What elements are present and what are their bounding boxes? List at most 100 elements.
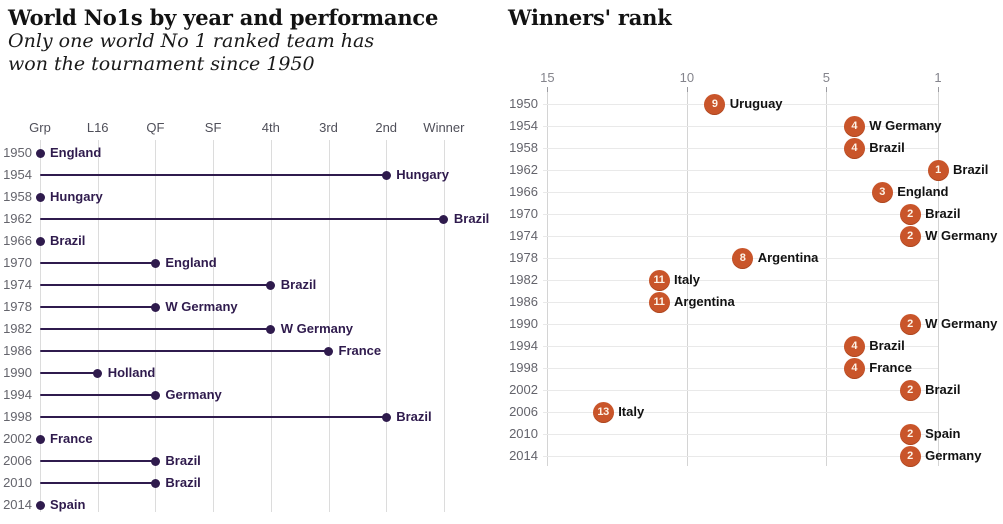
team-label: W Germany — [280, 321, 354, 336]
rank-grid-line-15 — [547, 92, 549, 466]
performance-dot — [381, 412, 391, 422]
rank-dot: 2 — [899, 379, 921, 401]
team-label: England — [165, 255, 217, 270]
axis-tick-label-15: 15 — [540, 70, 555, 85]
performance-dot — [381, 170, 391, 180]
winner-team-label: Argentina — [674, 294, 735, 309]
team-label: Hungary — [396, 167, 449, 182]
rank-dot: 4 — [843, 137, 865, 159]
stage-header-l16: L16 — [86, 120, 109, 135]
winner-team-label: England — [897, 184, 949, 199]
team-label: France — [338, 343, 382, 358]
lollipop-stem — [40, 327, 271, 330]
rank-grid-line-5 — [826, 92, 828, 466]
lollipop-stem — [40, 283, 271, 286]
rank-row-line — [543, 390, 938, 391]
rank-number: 3 — [879, 185, 886, 198]
rank-dot: 13 — [592, 401, 614, 423]
rank-row-line — [543, 280, 938, 281]
rank-dot: 2 — [899, 423, 921, 445]
year-label: 2006 — [3, 453, 32, 468]
rank-number: 4 — [851, 339, 858, 352]
performance-dot — [35, 192, 45, 202]
year-label: 1986 — [3, 343, 32, 358]
performance-dot — [266, 280, 276, 290]
winner-team-label: Brazil — [953, 162, 989, 177]
rank-number: 4 — [851, 361, 858, 374]
lollipop-stem — [40, 217, 444, 220]
winner-team-label: Italy — [674, 272, 701, 287]
year-label: 1990 — [3, 365, 32, 380]
axis-tick-mark — [938, 87, 939, 92]
axis-tick-label-5: 5 — [822, 70, 831, 85]
year-label: 1958 — [3, 189, 32, 204]
winner-team-label: France — [869, 360, 912, 375]
axis-tick-mark — [686, 87, 688, 92]
rank-row-line — [543, 434, 938, 435]
performance-dot — [35, 434, 45, 444]
year-label: 1982 — [3, 321, 32, 336]
performance-dot — [150, 478, 160, 488]
team-label: Hungary — [50, 189, 103, 204]
lollipop-stem — [40, 371, 98, 374]
rank-dot: 2 — [899, 225, 921, 247]
rank-dot: 8 — [732, 247, 754, 269]
lollipop-stem — [40, 393, 156, 396]
year-label: 1950 — [3, 145, 32, 160]
team-label: W Germany — [165, 299, 238, 314]
performance-dot — [324, 346, 333, 356]
lollipop-stem — [40, 459, 156, 462]
year-label: 1990 — [509, 316, 538, 331]
year-label: 1998 — [3, 409, 32, 424]
rank-dot: 2 — [899, 445, 921, 467]
lollipop-stem — [40, 305, 156, 308]
year-label: 1978 — [3, 299, 32, 314]
winner-team-label: W Germany — [869, 118, 942, 133]
right-chart-title: Winners' rank — [508, 5, 672, 30]
year-label: 1970 — [3, 255, 32, 270]
grid-line-winner — [443, 140, 445, 512]
rank-row-line — [543, 214, 938, 215]
grid-line-3rd — [328, 140, 330, 512]
team-label: France — [50, 431, 93, 446]
performance-dot — [35, 500, 45, 510]
rank-number: 11 — [653, 295, 665, 308]
stage-header-qf: QF — [146, 120, 165, 135]
rank-number: 2 — [907, 427, 913, 440]
rank-number: 9 — [711, 97, 718, 110]
year-label: 2014 — [3, 497, 32, 512]
winner-team-label: W Germany — [925, 316, 998, 331]
lollipop-stem — [40, 261, 156, 264]
year-label: 1958 — [509, 140, 538, 155]
axis-tick-mark — [547, 87, 549, 92]
year-label: 2010 — [3, 475, 32, 490]
lollipop-stem — [40, 349, 329, 352]
rank-grid-line-10 — [686, 92, 688, 466]
rank-number: 1 — [935, 163, 941, 176]
rank-row-line — [543, 126, 938, 127]
winner-team-label: Brazil — [925, 206, 961, 221]
grid-line-2nd — [386, 140, 388, 512]
year-label: 1982 — [509, 272, 538, 287]
winner-team-label: Germany — [925, 448, 982, 463]
left-chart-title: World No1s by year and performance — [8, 5, 439, 30]
rank-grid-line-1 — [938, 92, 939, 466]
rank-row-line — [543, 236, 938, 237]
performance-dot — [150, 456, 160, 466]
year-label: 1974 — [3, 277, 32, 292]
rank-number: 13 — [597, 405, 609, 418]
team-label: England — [50, 145, 102, 160]
rank-number: 8 — [739, 251, 746, 264]
year-label: 1966 — [509, 184, 538, 199]
lollipop-stem — [40, 415, 387, 418]
rank-row-line — [543, 170, 938, 171]
year-label: 1962 — [3, 211, 32, 226]
team-label: Brazil — [165, 475, 201, 490]
winner-team-label: Argentina — [757, 250, 819, 265]
stage-header-grp: Grp — [29, 120, 51, 135]
grid-line-l16 — [97, 140, 99, 512]
year-label: 1986 — [509, 294, 538, 309]
rank-number: 2 — [907, 207, 913, 220]
rank-number: 2 — [907, 449, 913, 462]
